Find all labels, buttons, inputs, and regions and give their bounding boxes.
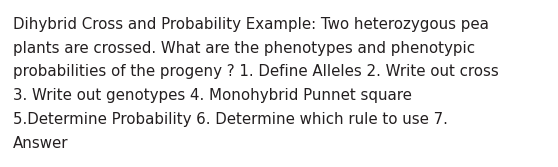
Text: probabilities of the progeny ? 1. Define Alleles 2. Write out cross: probabilities of the progeny ? 1. Define…: [13, 64, 499, 79]
Text: Dihybrid Cross and Probability Example: Two heterozygous pea: Dihybrid Cross and Probability Example: …: [13, 17, 489, 32]
Text: Answer: Answer: [13, 136, 69, 151]
Text: 5.Determine Probability 6. Determine which rule to use 7.: 5.Determine Probability 6. Determine whi…: [13, 112, 448, 127]
Text: plants are crossed. What are the phenotypes and phenotypic: plants are crossed. What are the phenoty…: [13, 41, 475, 55]
Text: 3. Write out genotypes 4. Monohybrid Punnet square: 3. Write out genotypes 4. Monohybrid Pun…: [13, 88, 412, 103]
